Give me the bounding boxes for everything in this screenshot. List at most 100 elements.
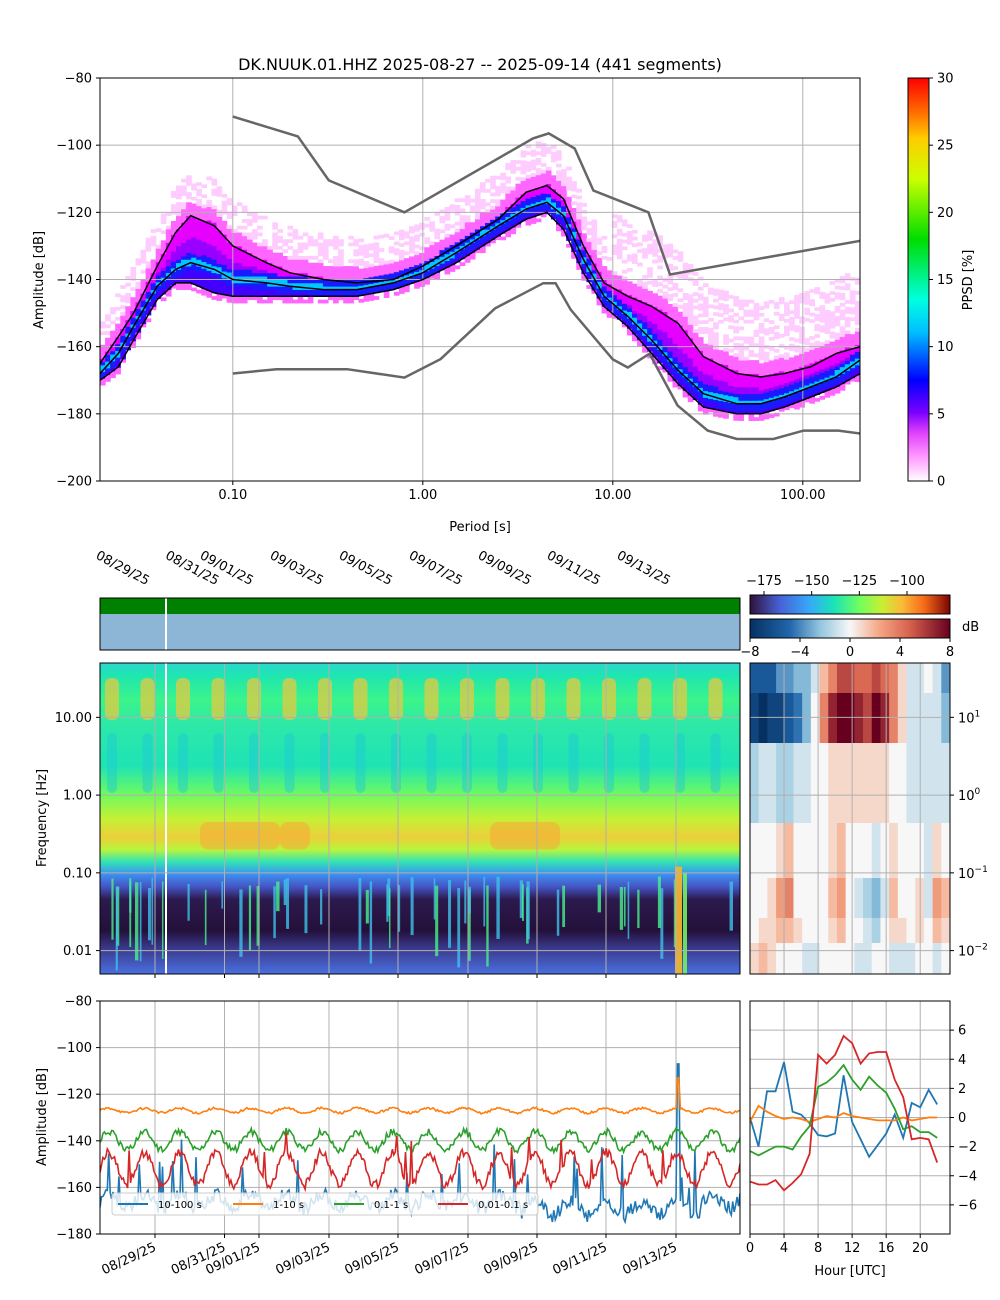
ppsd-cell: [226, 201, 233, 206]
ppsd-cell: [626, 254, 633, 259]
ppsd-cell: [505, 203, 511, 208]
ppsd-cell: [434, 242, 441, 246]
diurnal-cell: [750, 943, 760, 975]
ppsd-cell: [626, 298, 633, 302]
ppsd-cell: [404, 281, 410, 286]
ppsd-cell: [474, 245, 481, 250]
ppsd-cell: [398, 290, 405, 294]
ppsd-cell: [672, 326, 679, 331]
ppsd-cell: [216, 186, 223, 191]
ppsd-cell: [834, 386, 841, 391]
ppsd-cell: [282, 289, 289, 294]
ppsd-cell: [713, 406, 719, 410]
ppsd-cell: [561, 226, 567, 230]
ppsd-cell: [687, 381, 694, 386]
diurnal-cell: [802, 663, 812, 694]
ppsd-cell: [464, 248, 471, 253]
ppsd-cell: [160, 267, 167, 271]
ppsd-cell: [388, 236, 395, 240]
ppsd-cell: [642, 328, 648, 333]
ppsd-cell: [246, 269, 253, 274]
ppsd-cell: [647, 334, 653, 339]
ppsd-cell: [657, 282, 663, 287]
ppsd-cell: [814, 307, 821, 312]
ppsd-cell: [758, 406, 765, 411]
ppsd-cell: [287, 245, 294, 250]
ppsd-cell: [515, 203, 522, 208]
ppsd-cell: [743, 383, 750, 388]
ppsd-cell: [667, 347, 674, 352]
ppsd-cell: [510, 159, 517, 164]
ppsd-cell: [824, 373, 831, 378]
ppsd-cell: [307, 292, 314, 297]
ppsd-cell: [414, 271, 420, 276]
ppsd-cell: [191, 220, 197, 225]
ppsd-cell: [459, 208, 466, 213]
ppsd-cell: [191, 196, 197, 201]
ppsd-cell: [784, 365, 790, 370]
ppsd-cell: [667, 330, 674, 335]
ppsd-cell: [186, 286, 192, 290]
ppsd-cell: [358, 298, 365, 303]
ppsd-cell: [368, 273, 375, 278]
ppsd-cell: [677, 298, 684, 303]
ppsd-cell: [338, 266, 344, 270]
ppsd-cell: [672, 256, 679, 260]
ppsd-cell: [419, 252, 425, 257]
ppsd-cell: [216, 219, 223, 224]
ppsd-cell: [652, 340, 658, 345]
ppsd-cell: [647, 294, 653, 298]
ppsd-cell: [434, 245, 441, 250]
availability-frame: [99, 597, 741, 651]
diurnal-means-xtick-label: 20: [912, 1241, 929, 1256]
ppsd-cell: [824, 393, 831, 398]
diff-cb-tick-label: 8: [946, 645, 954, 660]
ppsd-cell: [606, 303, 613, 308]
ppsd-cell: [140, 269, 147, 274]
ppsd-cell: [839, 292, 846, 297]
ppsd-cell: [611, 281, 618, 286]
ppsd-cell: [819, 318, 826, 323]
ppsd-cell: [393, 241, 400, 246]
ppsd-cell: [130, 277, 137, 281]
ppsd-cell: [474, 192, 481, 196]
ppsd-cell: [672, 306, 679, 311]
ppsd-cell: [287, 289, 294, 294]
diurnal-cell: [750, 743, 760, 824]
ppsd-cell: [525, 188, 532, 192]
ppsd-cell: [784, 302, 790, 306]
ppsd-cell: [581, 263, 587, 268]
ppsd-cell: [358, 248, 365, 253]
ppsd-cell: [226, 255, 233, 260]
ppsd-cell: [155, 275, 162, 279]
ppsd-cell: [667, 246, 674, 251]
ppsd-cell: [672, 333, 679, 338]
ppsd-cell: [525, 211, 532, 216]
ppsd-cell: [758, 393, 765, 398]
ppsd-cell: [773, 389, 780, 393]
ppsd-cell: [784, 308, 790, 313]
spectrogram-daily-highfreq: [673, 678, 687, 720]
ppsd-cell: [626, 304, 633, 309]
ppsd-cell: [429, 271, 435, 276]
ppsd-cell: [789, 377, 795, 382]
ppsd-cell: [282, 299, 289, 304]
ppsd-cell: [231, 262, 238, 267]
timeseries-xtick-label: 09/03/25: [273, 1240, 332, 1278]
ppsd-cell: [226, 211, 233, 216]
ppsd-cell: [221, 274, 228, 279]
ppsd-cell: [545, 176, 552, 181]
ppsd-cell: [272, 232, 278, 237]
ppsd-cell: [170, 204, 177, 208]
diurnal-cell: [784, 878, 794, 919]
ppsd-cell: [829, 291, 836, 295]
ppsd-cell: [854, 338, 860, 342]
ppsd-cell: [434, 211, 441, 216]
ppsd-cell: [262, 252, 268, 257]
ppsd-cell: [120, 315, 126, 320]
ppsd-cell: [322, 272, 329, 277]
ppsd-cell: [246, 235, 253, 240]
ppsd-cell: [135, 305, 142, 310]
ppsd-cell: [829, 391, 836, 396]
ppsd-cell: [322, 266, 329, 270]
